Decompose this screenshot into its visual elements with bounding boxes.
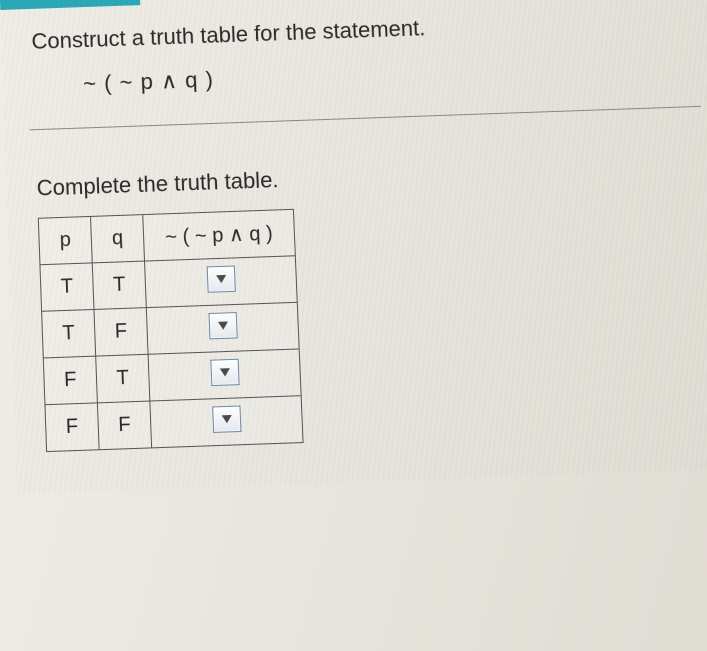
subinstruction-text: Complete the truth table. [36,153,676,202]
cell-p: F [45,403,99,452]
cell-result [145,256,298,308]
truth-table: p q ~ ( ~ p ∧ q ) T T T F [38,209,304,452]
cell-p: T [42,309,96,358]
cell-q: F [94,308,148,356]
cell-p: T [40,263,94,311]
cell-result [150,396,303,448]
section-divider [30,106,701,131]
result-dropdown[interactable] [210,358,239,385]
instruction-text: Construct a truth table for the statemen… [31,7,669,55]
result-dropdown[interactable] [208,312,237,339]
logic-expression: ~ ( ~ p ∧ q ) [83,51,672,98]
cell-result [148,349,301,401]
result-dropdown[interactable] [206,265,235,292]
chevron-down-icon [214,273,226,284]
problem-page: Construct a truth table for the statemen… [0,0,707,494]
cell-q: T [96,354,150,403]
col-header-q: q [91,215,145,263]
cell-q: T [92,261,146,309]
cell-p: F [43,356,97,405]
chevron-down-icon [220,413,233,424]
result-dropdown[interactable] [212,405,241,432]
col-header-p: p [38,216,92,264]
chevron-down-icon [216,320,228,331]
chevron-down-icon [218,367,230,378]
cell-result [146,302,299,354]
col-header-result: ~ ( ~ p ∧ q ) [143,209,296,261]
cell-q: F [97,401,151,450]
table-row: F F [45,396,303,452]
